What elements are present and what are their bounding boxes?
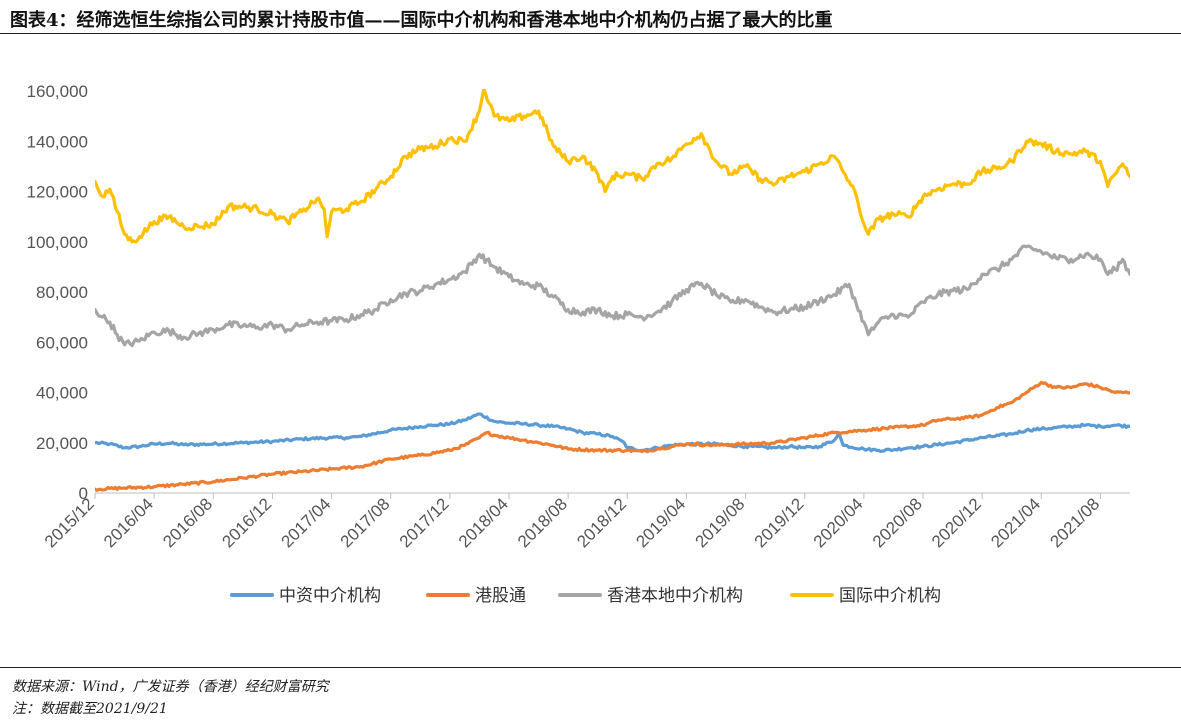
chart-axes: 0 20,000 40,000 60,000 80,000 100,000 120,000 1…: [27, 82, 1130, 551]
chart-lines: [95, 89, 1130, 492]
x-tick-label: 2017/04: [278, 494, 335, 551]
y-tick-label: 20,000: [36, 434, 88, 453]
y-tick-label: 120,000: [27, 183, 88, 202]
x-tick-label: 2016/04: [100, 494, 157, 551]
x-tick-label: 2021/08: [1046, 494, 1103, 551]
legend-label-0: 中资中介机构: [279, 586, 381, 606]
y-tick-label: 100,000: [27, 233, 88, 252]
y-tick-label: 80,000: [36, 283, 88, 302]
x-tick-label: 2018/04: [455, 494, 512, 551]
chart-title: 图表4：经筛选恒生综指公司的累计持股市值——国际中介机构和香港本地中介机构仍占据…: [10, 10, 833, 31]
series-line-1: [95, 380, 1130, 492]
series-line-0: [95, 412, 1130, 453]
x-tick-label: 2016/08: [159, 494, 216, 551]
x-tick-label: 2018/12: [573, 494, 630, 551]
x-tick-label: 2019/12: [751, 494, 808, 551]
y-tick-label: 40,000: [36, 384, 88, 403]
legend-label-1: 港股通: [475, 586, 526, 606]
x-tick-label: 2020/12: [928, 494, 985, 551]
data-source-note: 数据来源：Wind，广发证券（香港）经纪财富研究: [12, 679, 329, 695]
x-tick-label: 2018/08: [514, 494, 571, 551]
x-tick-label: 2016/12: [218, 494, 275, 551]
x-tick-label: 2020/08: [869, 494, 926, 551]
y-tick-label: 140,000: [27, 132, 88, 151]
series-line-2: [95, 244, 1130, 348]
legend-label-3: 国际中介机构: [839, 586, 941, 606]
series-line-3: [95, 89, 1130, 244]
x-tick-label: 2019/04: [632, 494, 689, 551]
y-tick-label: 60,000: [36, 333, 88, 352]
footer-rule: [0, 667, 1181, 668]
data-date-note: 注：数据截至2021/9/21: [12, 701, 168, 717]
legend-label-2: 香港本地中介机构: [607, 586, 743, 606]
x-tick-label: 2017/12: [396, 494, 453, 551]
y-tick-label: 160,000: [27, 82, 88, 101]
line-chart: 0 20,000 40,000 60,000 80,000 100,000 120,000 1…: [27, 82, 1130, 606]
y-tick-label: 0: [79, 484, 88, 503]
title-rule: [0, 33, 1181, 34]
x-tick-label: 2015/12: [41, 494, 98, 551]
x-tick-label: 2021/04: [987, 494, 1044, 551]
chart-legend: 中资中介机构 港股通 香港本地中介机构 国际中介机构: [230, 586, 941, 606]
x-tick-label: 2020/04: [810, 494, 867, 551]
x-tick-label: 2019/08: [692, 494, 749, 551]
x-tick-label: 2017/08: [337, 494, 394, 551]
